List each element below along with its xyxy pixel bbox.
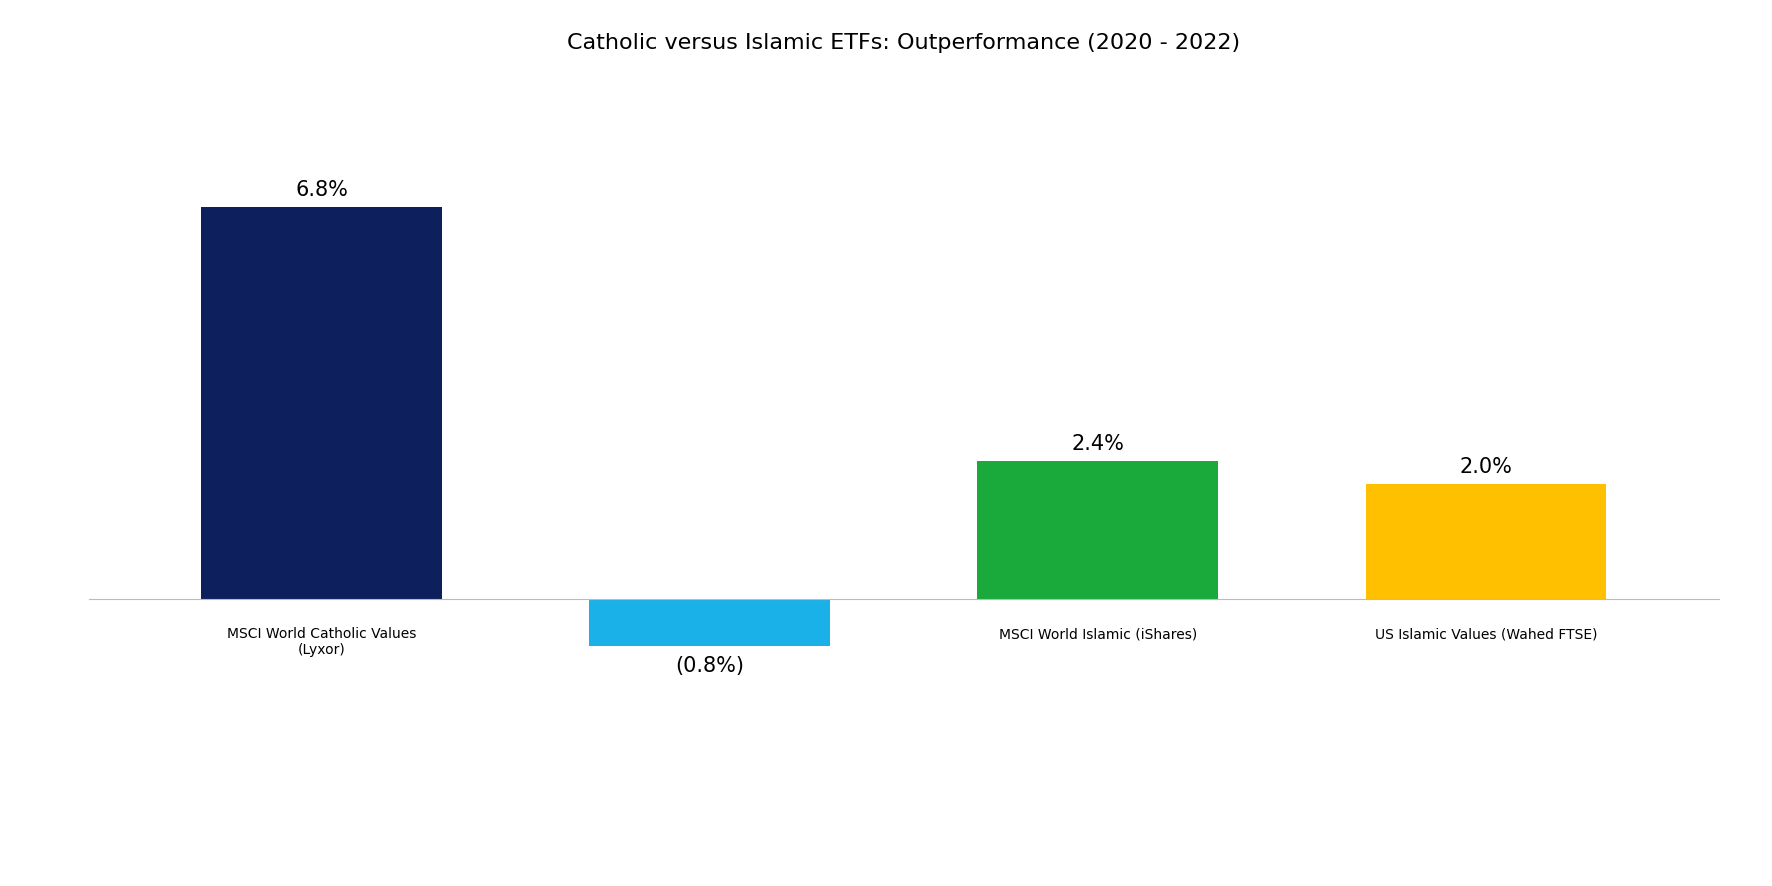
Bar [590,600,829,646]
Title: Catholic versus Islamic ETFs: Outperformance (2020 - 2022): Catholic versus Islamic ETFs: Outperform… [567,33,1240,53]
Bar [202,206,441,600]
Text: 6.8%: 6.8% [296,180,347,200]
Bar [978,461,1217,600]
Bar [1366,484,1605,600]
Text: 2.0%: 2.0% [1460,457,1512,477]
Text: 2.4%: 2.4% [1072,434,1123,454]
Text: (0.8%): (0.8%) [675,656,744,676]
